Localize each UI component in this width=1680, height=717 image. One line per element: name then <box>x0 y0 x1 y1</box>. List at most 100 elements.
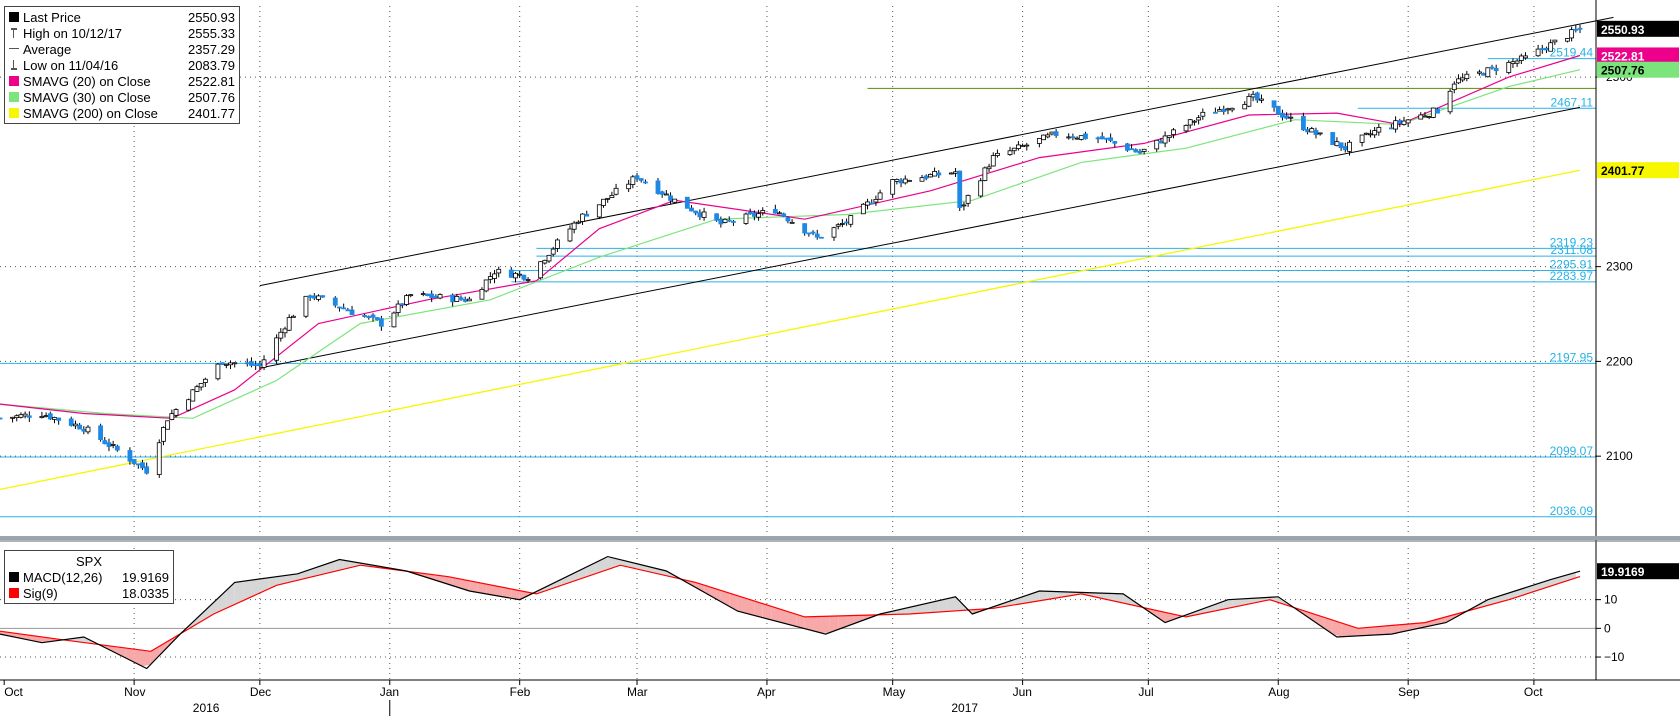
candle-body <box>399 303 405 306</box>
candle-body <box>1309 128 1315 133</box>
candle-body <box>102 440 108 445</box>
candle-body <box>722 218 728 223</box>
candle <box>1162 131 1168 148</box>
candle-body <box>802 223 808 234</box>
candle-body <box>135 463 141 466</box>
candle-body <box>1280 112 1285 118</box>
macd-fill <box>762 603 772 620</box>
macd-y-tick-label: −10 <box>1604 650 1625 664</box>
candle <box>877 189 883 200</box>
candle <box>1183 124 1189 133</box>
candle-body <box>1359 134 1365 143</box>
macd-fill <box>1232 598 1241 608</box>
macd-fill <box>569 570 579 583</box>
candle-body <box>1212 111 1218 114</box>
candle-body <box>198 383 204 388</box>
candle-body <box>215 363 221 380</box>
candle-body <box>751 212 757 217</box>
x-tick-label: Feb <box>510 685 531 699</box>
candle <box>1053 129 1059 138</box>
candle-body <box>965 194 971 204</box>
macd-fill <box>930 600 939 613</box>
candle <box>693 210 699 216</box>
candle-body <box>990 155 996 167</box>
x-tick-label: Mar <box>627 685 648 699</box>
candle <box>919 174 925 182</box>
macd-fill <box>1357 627 1367 636</box>
candle-body <box>860 203 866 215</box>
candle <box>249 357 254 368</box>
macd-fill <box>829 615 839 633</box>
candle-body <box>429 293 435 299</box>
macd-fill <box>1223 599 1233 610</box>
candle-body <box>437 294 443 299</box>
candle <box>1196 114 1202 125</box>
candle <box>672 198 678 204</box>
candle-body <box>747 211 753 215</box>
macd-fill <box>502 587 512 599</box>
right-tag-bg <box>1597 162 1679 179</box>
candle <box>1523 52 1528 60</box>
macd-fill <box>804 616 814 631</box>
candle-body <box>73 423 78 427</box>
candle <box>215 362 221 381</box>
legend-label: High on 10/12/17 <box>23 25 123 41</box>
candle <box>567 225 573 243</box>
candle-body <box>584 213 590 217</box>
macd-fill <box>343 560 353 570</box>
macd-fill <box>1123 593 1132 605</box>
candle <box>1477 69 1482 76</box>
candle-body <box>1137 150 1143 154</box>
candle-body <box>668 195 673 201</box>
candle <box>575 220 581 225</box>
candle-body <box>374 317 380 320</box>
legend-value: 2522.81 <box>188 73 235 89</box>
candle-body <box>877 192 883 200</box>
candle-body <box>550 248 556 255</box>
candle-body <box>140 462 145 469</box>
candle-body <box>127 450 133 462</box>
candle-body <box>391 312 397 328</box>
candle-body <box>1401 120 1407 125</box>
candle-body <box>772 209 778 214</box>
x-year-label: 2016 <box>193 701 220 715</box>
candle-body <box>1393 120 1398 130</box>
candle-body <box>659 191 665 195</box>
candle <box>219 362 225 366</box>
candle <box>869 199 875 205</box>
candle-body <box>274 337 280 361</box>
candle-body <box>630 176 636 185</box>
candle <box>965 194 971 207</box>
candle-body <box>1573 28 1579 31</box>
candle-body <box>701 211 707 218</box>
macd-fill <box>1349 625 1358 637</box>
candle <box>550 246 556 257</box>
level-label: 2197.95 <box>1550 350 1594 364</box>
candle <box>1112 141 1118 148</box>
candle-body <box>575 221 581 224</box>
candle <box>714 213 720 222</box>
legend-value: 2083.79 <box>188 57 235 73</box>
macd-panel <box>0 555 1581 670</box>
candle-body <box>1368 133 1373 136</box>
candle-body <box>1246 96 1252 107</box>
candle <box>839 219 845 228</box>
candle-body <box>1389 127 1394 130</box>
candle <box>492 269 497 284</box>
candle-body <box>1544 47 1549 51</box>
candle <box>957 170 963 211</box>
candle <box>601 198 606 208</box>
candle-body <box>290 315 296 318</box>
candle-body <box>1577 27 1583 30</box>
candle-body <box>781 213 787 217</box>
candle <box>1330 132 1336 146</box>
candle <box>605 197 611 203</box>
candle-body <box>332 297 338 306</box>
candle-body <box>68 418 74 426</box>
candle <box>1489 64 1495 70</box>
candle-body <box>902 178 908 184</box>
candle-body <box>1518 55 1524 61</box>
candle-body <box>1053 131 1059 136</box>
candle-body <box>1171 129 1176 135</box>
